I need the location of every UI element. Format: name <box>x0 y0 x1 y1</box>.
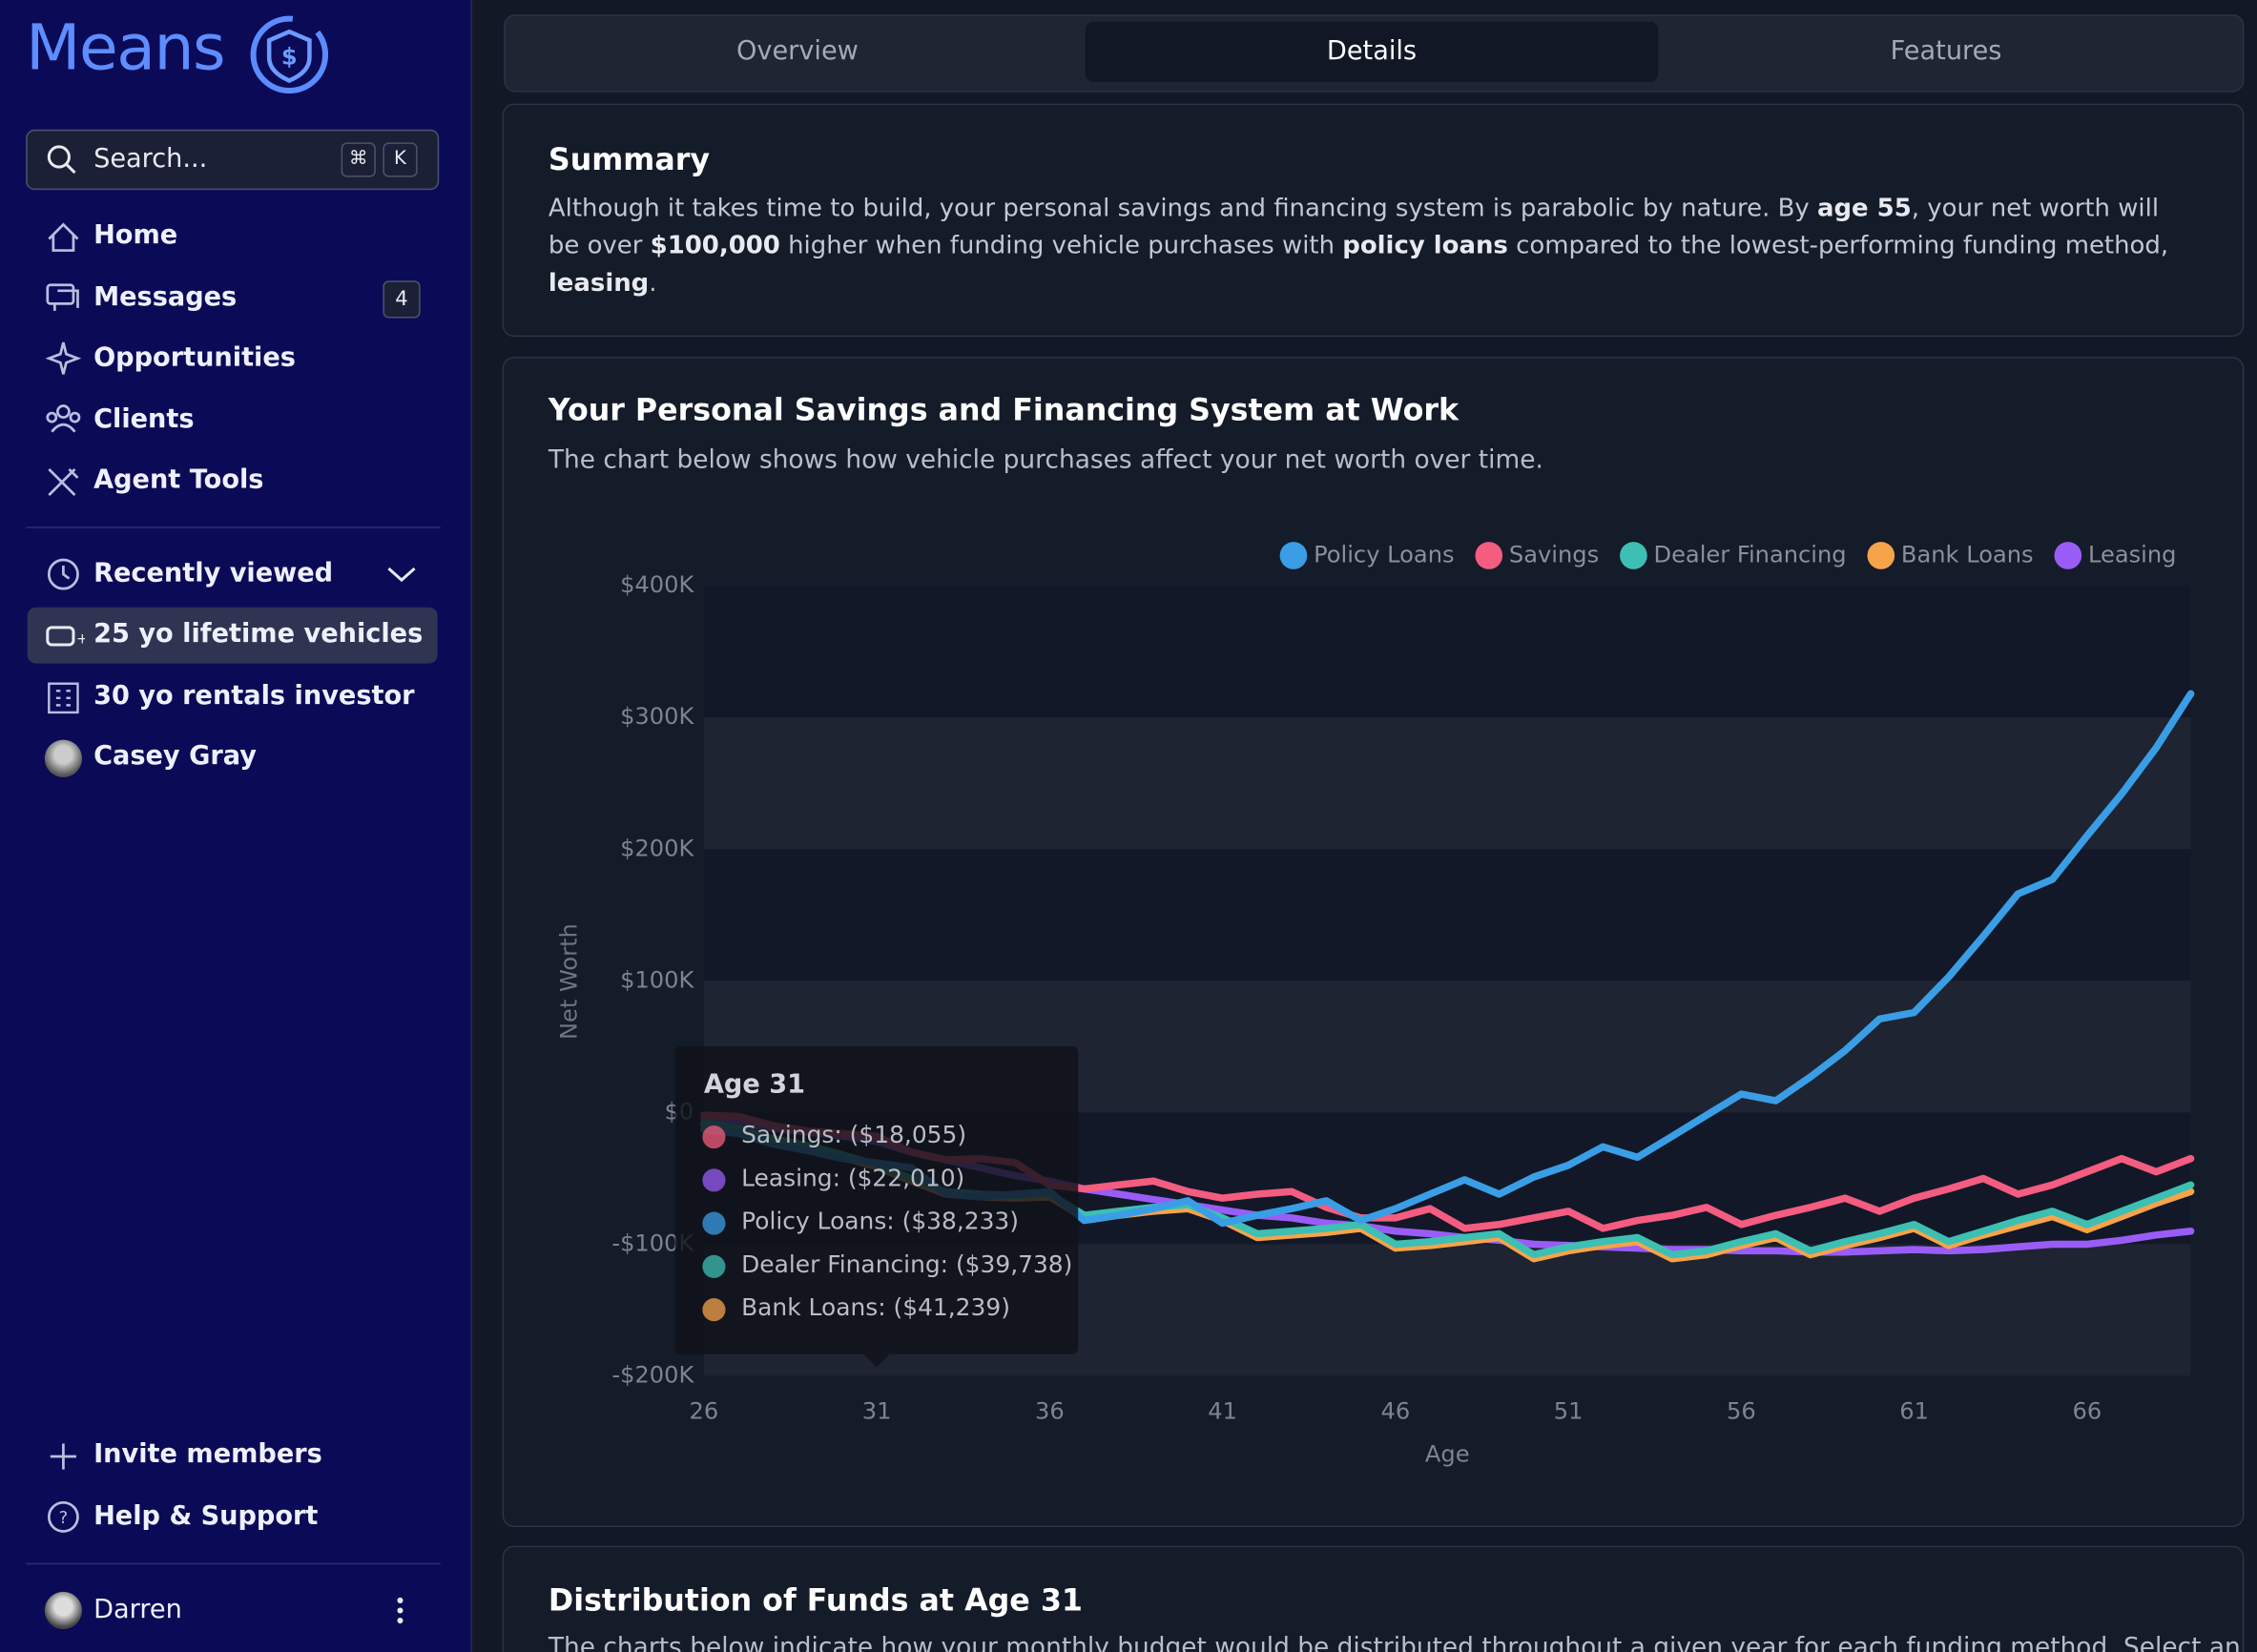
divider <box>26 527 441 528</box>
y-tick-label: $400K <box>620 571 694 598</box>
x-tick-label: 36 <box>1035 1397 1065 1424</box>
y-axis-title: Net Worth <box>556 923 583 1040</box>
grid-band <box>703 717 2191 850</box>
user-name[interactable]: Darren <box>93 1594 182 1625</box>
legend-swatch <box>1475 542 1503 569</box>
tooltip: Age 31 Savings: ($18,055) Leasing: ($22,… <box>674 1045 1079 1368</box>
emphasis: $100,000 <box>650 231 780 261</box>
tab[interactable]: Details <box>1326 35 1418 67</box>
nav-item[interactable]: Messages <box>93 281 238 313</box>
item-icons: + <box>46 626 85 647</box>
logo-icon: $ <box>250 15 329 94</box>
tooltip-item: Leasing: ($22,010) <box>741 1164 965 1192</box>
tab[interactable]: Features <box>1890 35 2002 67</box>
tooltip-item: Policy Loans: ($38,233) <box>741 1207 1019 1235</box>
nav-item[interactable]: Agent Tools <box>93 465 264 496</box>
nav-item[interactable]: Clients <box>93 404 195 435</box>
tooltip-title: Age 31 <box>703 1069 806 1100</box>
summary-text: Although it takes time to build, your pe… <box>549 190 2189 302</box>
legend-label: Policy Loans <box>1314 541 1454 568</box>
chevron[interactable] <box>385 561 417 587</box>
legend-label: Bank Loans <box>1901 541 2034 568</box>
card-text: The charts below indicate how your month… <box>548 1633 2241 1652</box>
y-tick-label: $100K <box>620 966 694 993</box>
card-title: Your Personal Savings and Financing Syst… <box>548 392 1460 428</box>
search-box[interactable] <box>26 129 440 191</box>
x-axis-title: Age <box>1425 1441 1470 1468</box>
recent-item[interactable]: Casey Gray <box>93 741 257 772</box>
card-subtitle: The chart below shows how vehicle purcha… <box>548 445 1543 475</box>
legend-label: Savings <box>1509 541 1599 568</box>
footer-item[interactable]: Invite members <box>93 1438 322 1470</box>
text: compared to the lowest-performing fundin… <box>1507 231 2169 261</box>
legend-swatch <box>1867 542 1895 569</box>
svg-text:+: + <box>76 630 85 647</box>
x-tick-label: 51 <box>1554 1397 1584 1424</box>
legend-swatch <box>2054 542 2082 569</box>
selected-item-bg <box>27 607 438 664</box>
footer-icons: ? <box>47 1443 79 1533</box>
tooltip-dots <box>702 1125 726 1322</box>
card-title: Summary <box>548 142 710 177</box>
emphasis: policy loans <box>1342 231 1508 261</box>
tooltip-arrow <box>863 1353 890 1368</box>
text: higher when funding vehicle purchases wi… <box>779 231 1343 261</box>
tab[interactable]: Overview <box>736 35 859 67</box>
search-placeholder: Search... <box>93 143 208 175</box>
text: , your net worth will be over <box>548 194 2160 261</box>
x-tick-label: 41 <box>1208 1397 1237 1424</box>
svg-text:?: ? <box>59 1508 69 1528</box>
legend-swatch <box>1279 542 1308 569</box>
legend-label: Leasing <box>2088 541 2177 568</box>
x-tick-label: 56 <box>1727 1397 1756 1424</box>
active-tab-bg <box>1085 21 1659 83</box>
building-icon <box>48 682 79 714</box>
text: Although it takes time to build, your pe… <box>548 194 1817 223</box>
legend-swatch <box>1620 542 1647 569</box>
tooltip-item: Bank Loans: ($41,239) <box>741 1293 1010 1322</box>
x-tick-label: 31 <box>862 1397 892 1424</box>
nav-icons <box>45 222 82 497</box>
x-tick-label: 26 <box>690 1397 719 1424</box>
footer-item[interactable]: Help & Support <box>93 1500 319 1532</box>
recent-item[interactable]: 30 yo rentals investor <box>93 680 415 712</box>
svg-text:$: $ <box>281 43 298 70</box>
y-tick-label: -$200K <box>611 1362 694 1389</box>
summary-card: Summary Although it takes time to build,… <box>502 103 2245 338</box>
emphasis: leasing <box>548 269 650 299</box>
avatar <box>44 1591 83 1630</box>
shortcut-key: K <box>383 142 418 177</box>
recent-item[interactable]: 25 yo lifetime vehicles <box>93 618 424 650</box>
divider <box>26 1562 441 1565</box>
search-icon <box>47 145 76 175</box>
text: . <box>649 269 657 299</box>
chart-card: Your Personal Savings and Financing Syst… <box>502 357 2245 1527</box>
badge: 4 <box>383 280 421 319</box>
x-tick-label: 66 <box>2072 1397 2102 1424</box>
section-label[interactable]: Recently viewed <box>93 558 334 589</box>
emphasis: age 55 <box>1816 194 1912 223</box>
tooltip-item: Dealer Financing: ($39,738) <box>741 1250 1073 1278</box>
avatar <box>44 739 83 777</box>
nav-item[interactable]: Opportunities <box>93 342 296 373</box>
legend-label: Dealer Financing <box>1654 541 1847 568</box>
tooltip-item: Savings: ($18,055) <box>741 1121 967 1149</box>
y-tick-label: $300K <box>620 703 694 730</box>
x-tick-label: 61 <box>1899 1397 1929 1424</box>
sidebar: Means $ Search... ⌘ K Home Messages 4 Op… <box>0 0 472 1652</box>
history-icon <box>47 558 79 590</box>
x-tick-label: 46 <box>1381 1397 1411 1424</box>
logo: Means <box>26 11 225 86</box>
y-tick-label: $200K <box>620 835 694 861</box>
distribution-card: Distribution of Funds at Age 31 The char… <box>502 1545 2245 1652</box>
more-icon[interactable] <box>391 1595 408 1626</box>
shortcut-key: ⌘ <box>341 142 376 177</box>
card-title: Distribution of Funds at Age 31 <box>548 1582 1083 1619</box>
nav-item[interactable]: Home <box>93 219 178 251</box>
